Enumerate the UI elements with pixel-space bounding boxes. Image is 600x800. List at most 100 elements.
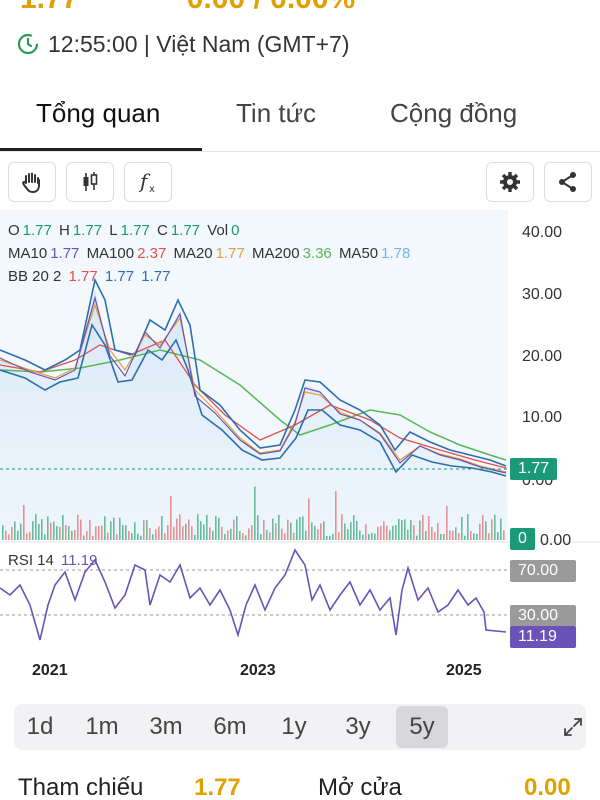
market-time: 12:55:00 | Việt Nam (GMT+7) (16, 28, 349, 60)
volume-bars (2, 486, 505, 540)
volume-bar (83, 535, 85, 540)
volume-bar (461, 516, 463, 540)
volume-bar (359, 530, 361, 540)
volume-bar (215, 516, 217, 540)
period-1y[interactable]: 1y (281, 713, 307, 740)
chart-canvas[interactable] (0, 210, 600, 690)
volume-bar (158, 526, 160, 540)
volume-bar (5, 530, 7, 540)
ma100-value: 2.37 (137, 245, 167, 262)
tab-community[interactable]: Cộng đồng (390, 98, 518, 128)
tab-overview[interactable]: Tổng quan (36, 98, 161, 128)
share-button[interactable] (544, 162, 592, 202)
x-axis-label: 2023 (240, 662, 276, 679)
settings-button[interactable] (486, 162, 534, 202)
price-chart[interactable]: O 1.77 H 1.77 L 1.77 C 1.77 Vol 0 MA10 1.77 MA… (0, 210, 600, 690)
reference-label: Tham chiếu (18, 774, 144, 800)
volume-bar (248, 528, 250, 540)
volume-bar (380, 525, 382, 540)
chart-type-button[interactable] (66, 162, 114, 202)
volume-bar (257, 515, 259, 540)
volume-bar (224, 534, 226, 540)
volume-bar (113, 517, 115, 540)
volume-bar (17, 530, 19, 540)
volume-bar (263, 520, 265, 540)
volume-bar (362, 534, 364, 540)
volume-bar (311, 522, 313, 540)
ma200-value: 3.36 (302, 245, 332, 262)
indicators-button[interactable]: f x (124, 162, 172, 202)
volume-bar (176, 518, 178, 540)
volume-bar (119, 517, 121, 540)
volume-bar (2, 525, 4, 540)
volume-bar (56, 526, 58, 540)
rsi-lower-tag: 30.00 (510, 605, 576, 627)
period-1m[interactable]: 1m (85, 713, 119, 740)
hand-icon (22, 172, 40, 194)
volume-bar (155, 529, 157, 540)
high-value: 1.77 (72, 222, 103, 239)
volume-bar (116, 534, 118, 540)
volume-bar (458, 533, 460, 540)
volume-bar (353, 515, 355, 540)
period-3y[interactable]: 3y (345, 713, 371, 740)
volume-bar (386, 525, 388, 540)
volume-bar (140, 535, 142, 540)
volume-bar (314, 525, 316, 540)
volume-bar (290, 522, 292, 540)
volume-axis-zero: 0.00 (540, 532, 572, 549)
ma20-line (0, 303, 507, 473)
volume-bar (317, 529, 319, 540)
hand-tool-button[interactable] (8, 162, 56, 202)
volume-bar (191, 526, 193, 540)
volume-bar (479, 523, 481, 540)
ma100-line (0, 339, 507, 469)
open-price: Mở cửa (318, 774, 402, 800)
price-tick: 40.00 (522, 224, 563, 241)
volume-bar (131, 532, 133, 540)
volume-bar (272, 518, 274, 540)
volume-bar (452, 530, 454, 540)
volume-bar (122, 525, 124, 540)
volume-bar (299, 516, 301, 540)
volume-bar (482, 515, 484, 540)
volume-bar (149, 528, 151, 540)
volume-bar (374, 533, 376, 540)
close-value: 1.77 (170, 222, 201, 239)
volume-bar (230, 528, 232, 540)
volume-bar (29, 531, 31, 540)
volume-bar (323, 521, 325, 540)
volume-bar (428, 516, 430, 540)
volume-bar (20, 523, 22, 540)
volume-bar (455, 527, 457, 540)
volume-bar (500, 518, 502, 540)
period-5y[interactable]: 5y (396, 706, 448, 748)
volume-bar (269, 532, 271, 540)
volume-bar (320, 523, 322, 540)
svg-text:x: x (149, 184, 155, 195)
volume-bar (218, 517, 220, 540)
volume-bar (464, 535, 466, 540)
open-price-value: 0.00 (524, 774, 571, 800)
volume-bar (434, 532, 436, 540)
volume-value: 0 (231, 222, 240, 239)
period-3m[interactable]: 3m (149, 713, 183, 740)
volume-bar (260, 534, 262, 540)
volume-bar (62, 514, 64, 540)
price-change: 0.00 / 0.00% (187, 0, 355, 15)
price-tick: 30.00 (522, 286, 563, 303)
rsi-line (0, 548, 507, 641)
volume-bar (59, 526, 61, 540)
volume-bar (47, 516, 49, 540)
expand-icon[interactable] (562, 716, 584, 738)
period-1d[interactable]: 1d (26, 713, 54, 740)
volume-bar (365, 524, 367, 540)
volume-bar (203, 524, 205, 540)
volume-bar (146, 520, 148, 540)
volume-bar (476, 533, 478, 540)
tab-news[interactable]: Tin tức (236, 98, 317, 128)
rsi-current-tag: 11.19 (510, 626, 576, 648)
period-6m[interactable]: 6m (213, 713, 247, 740)
tab-bar: Tổng quan Tin tức Cộng đồng (0, 90, 600, 152)
volume-bar (392, 525, 394, 540)
